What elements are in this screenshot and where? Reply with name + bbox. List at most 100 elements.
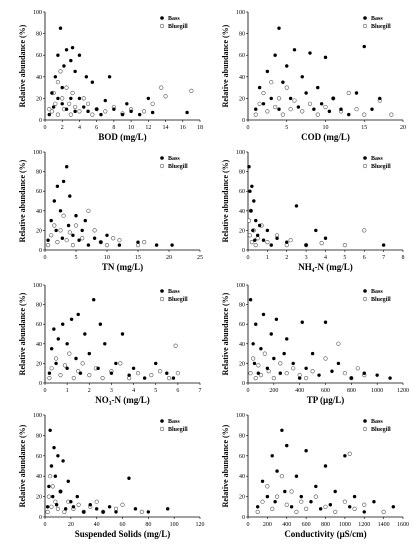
bluegill-point <box>73 223 79 228</box>
bluegill-point <box>64 238 69 243</box>
bluegill-point <box>262 351 267 356</box>
bluegill-point <box>158 369 163 374</box>
bass-point <box>304 243 308 247</box>
bass-point <box>362 44 366 49</box>
bass-point <box>312 107 316 111</box>
bass-point <box>101 510 105 514</box>
legend-bluegill-label: Bluegill <box>168 24 188 30</box>
x-tick-label: 0 <box>44 522 47 528</box>
legend-bluegill-marker <box>362 296 368 302</box>
bluegill-point <box>189 88 194 93</box>
x-tick-label: 100 <box>170 522 179 528</box>
bass-point <box>299 494 303 499</box>
legend-bass-label: Bass <box>168 419 180 425</box>
bass-point <box>300 75 304 79</box>
bluegill-point <box>58 69 63 74</box>
y-tick-label: 0 <box>39 118 42 124</box>
bluegill-point <box>255 509 260 515</box>
bass-point <box>53 75 58 79</box>
bass-point <box>249 209 253 213</box>
bass-point <box>328 503 333 507</box>
bass-point <box>323 55 328 60</box>
bass-point <box>60 102 64 106</box>
y-tick-label: 0 <box>39 381 42 387</box>
bass-point <box>64 48 69 52</box>
bass-point <box>127 476 131 480</box>
x-axis-label: Suspended Solids (mg/L) <box>75 529 171 539</box>
bass-point <box>260 479 265 483</box>
bluegill-point <box>68 112 73 117</box>
bass-point <box>254 107 258 111</box>
x-tick-label: 18 <box>197 125 203 131</box>
bass-point <box>56 337 60 341</box>
x-tick-label: 80 <box>145 522 151 528</box>
bass-point <box>265 69 270 74</box>
bass-point <box>75 494 79 499</box>
bass-point <box>171 376 176 380</box>
bass-point <box>52 199 56 203</box>
y-tick-label: 40 <box>36 474 42 480</box>
bass-point <box>316 85 320 90</box>
bass-point <box>273 500 277 504</box>
y-tick-label: 100 <box>236 413 245 419</box>
bass-point <box>54 361 58 366</box>
y-tick-label: 80 <box>239 170 245 176</box>
bass-point <box>282 351 286 356</box>
legend-bluegill-label: Bluegill <box>371 427 391 433</box>
bluegill-point <box>49 366 54 371</box>
bluegill-point <box>61 213 66 218</box>
y-tick-label: 40 <box>239 209 245 215</box>
bluegill-point <box>52 223 57 228</box>
bluegill-point <box>58 228 63 233</box>
bluegill-point <box>253 112 258 117</box>
panel-3: 0 20 40 60 80 100 0 5 10 15 20 25 TN (mg/L) Relative … <box>18 150 203 272</box>
bluegill-point <box>284 502 289 507</box>
bass-point <box>296 105 301 109</box>
x-axis-label: TN (mg/L) <box>102 262 143 272</box>
bass-point <box>103 98 107 103</box>
bass-point <box>257 223 262 228</box>
bass-point <box>120 112 125 117</box>
bass-point <box>63 507 68 511</box>
bass-point <box>269 96 273 101</box>
bass-point <box>348 505 352 509</box>
y-tick-label: 60 <box>36 53 42 59</box>
bluegill-point <box>253 243 258 248</box>
bluegill-point <box>166 376 172 381</box>
x-tick-label: 1200 <box>397 388 409 394</box>
bass-point <box>291 361 295 366</box>
bass-point <box>96 366 100 370</box>
bass-point <box>58 489 63 494</box>
bluegill-point <box>347 451 352 456</box>
bass-point <box>80 228 84 233</box>
bass-point <box>327 109 332 114</box>
legend-bass-label: Bass <box>168 289 180 295</box>
bluegill-point <box>104 243 110 248</box>
y-tick-label: 100 <box>33 150 42 156</box>
y-axis-label: Relative abundance (%) <box>18 424 27 507</box>
bass-point <box>261 312 266 317</box>
bluegill-point <box>64 85 69 90</box>
bass-point <box>69 96 73 101</box>
bluegill-point <box>80 361 85 366</box>
bass-point <box>114 510 118 514</box>
bass-point <box>58 209 63 213</box>
bass-point <box>50 91 54 95</box>
bluegill-point <box>45 509 50 515</box>
bluegill-point <box>60 96 65 101</box>
x-tick-label: 5 <box>285 125 288 131</box>
x-tick-label: 3 <box>110 388 113 394</box>
bass-point <box>99 240 103 244</box>
x-tick-label: 1400 <box>378 522 390 528</box>
bass-point <box>349 376 354 380</box>
bass-point <box>308 51 312 55</box>
y-tick-label: 40 <box>239 474 245 480</box>
x-tick-label: 7 <box>199 388 202 394</box>
bass-point <box>247 165 251 169</box>
legend-bass-label: Bass <box>168 156 180 162</box>
bluegill-point <box>256 363 261 368</box>
x-tick-label: 400 <box>295 388 304 394</box>
x-tick-label: 800 <box>321 522 330 528</box>
bass-point <box>388 376 392 380</box>
bass-point <box>129 109 133 114</box>
